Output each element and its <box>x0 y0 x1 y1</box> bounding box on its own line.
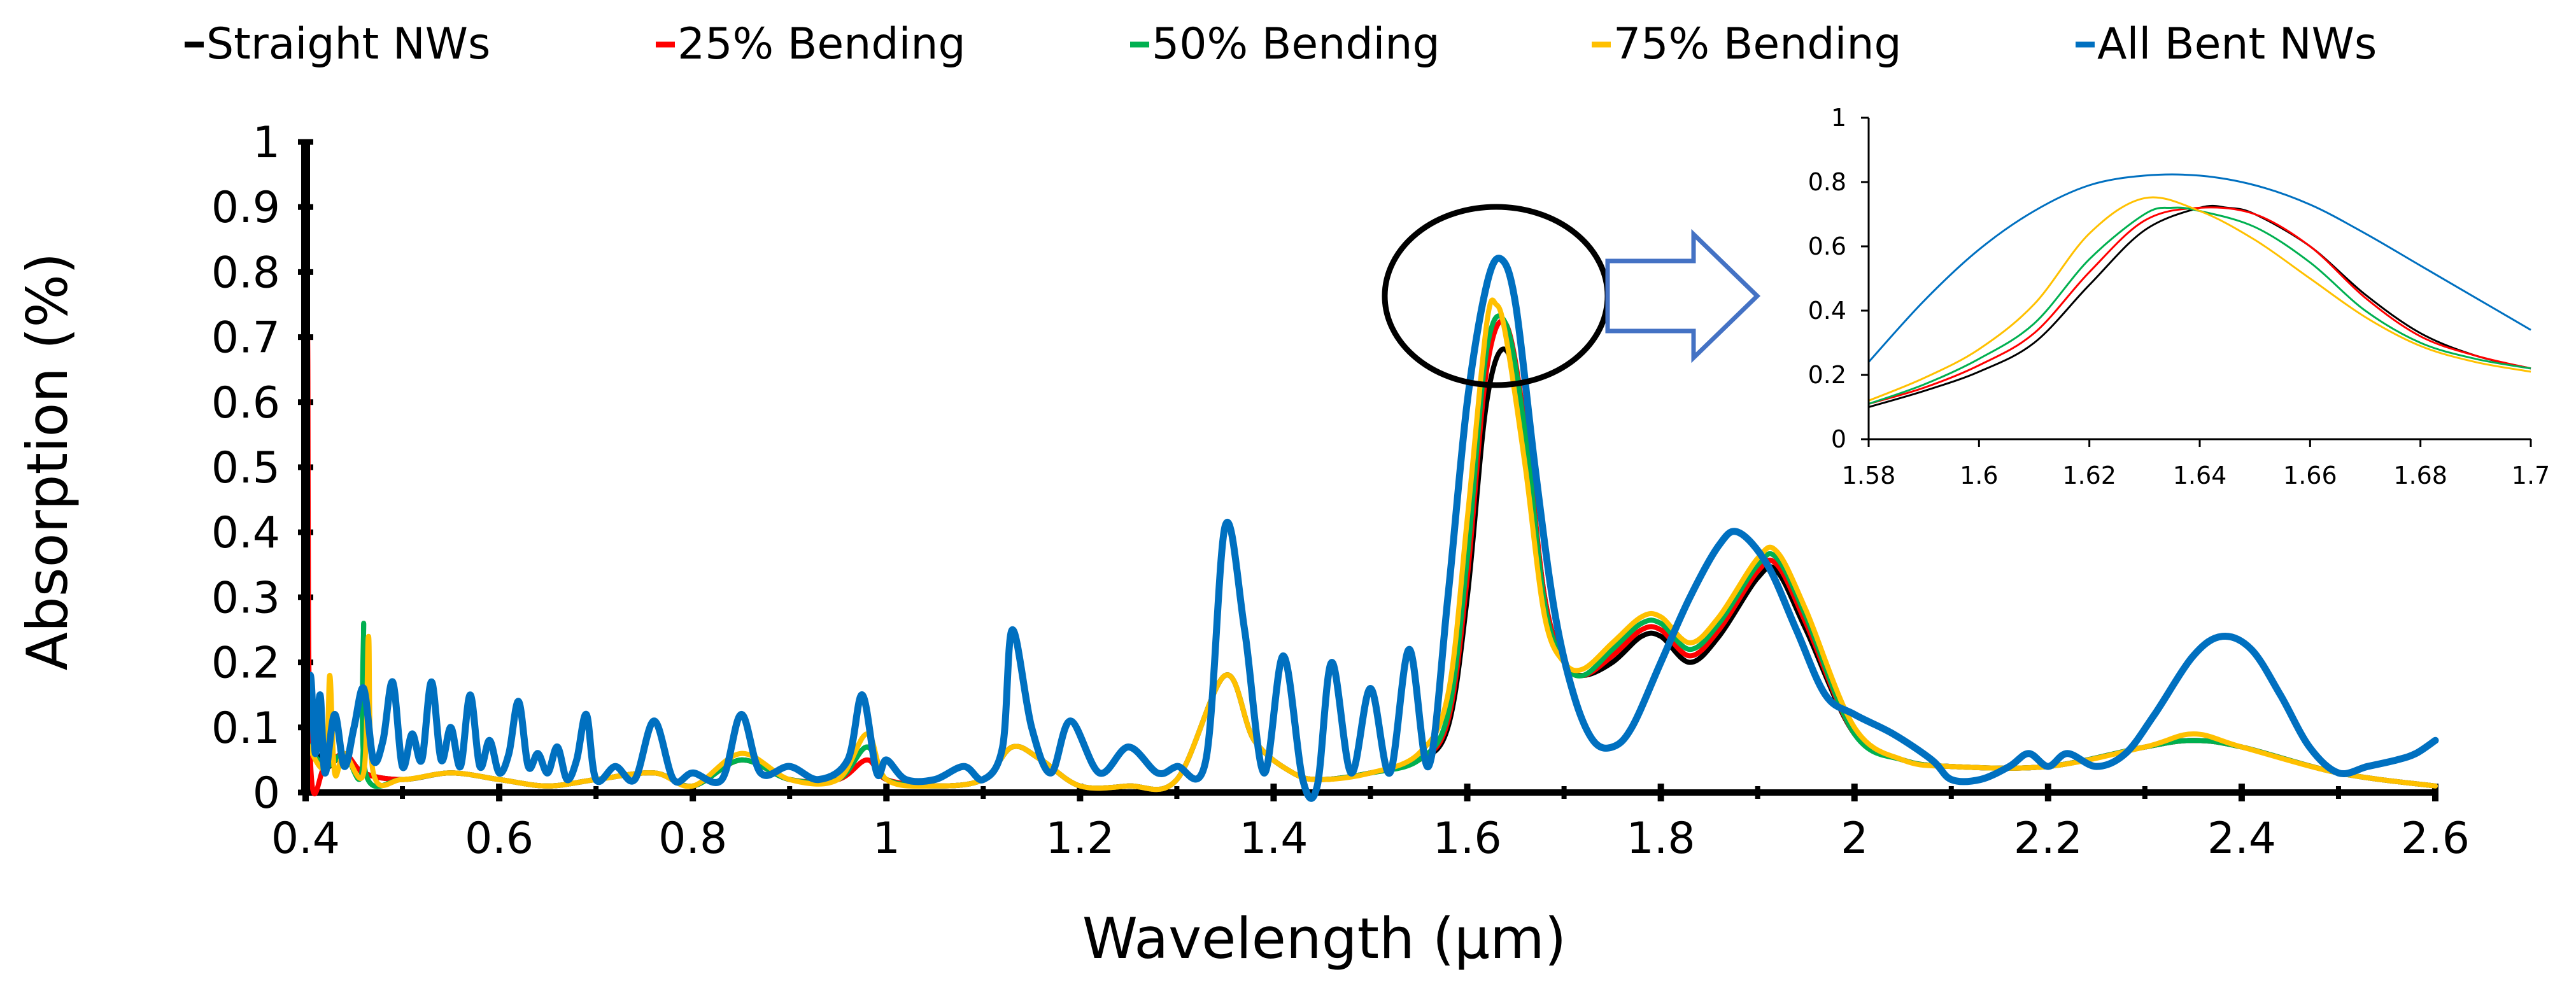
y-tick-label: 0.5 <box>211 443 280 493</box>
series-75-bending-line <box>303 297 2438 792</box>
legend: Straight NWs 25% Bending 50% Bending 75% Be… <box>185 19 2377 69</box>
x-tick-label: 2.2 <box>2014 813 2083 864</box>
inset-series-all-bent-nws-line <box>1867 173 2531 363</box>
inset-series-50-bending-line <box>1868 206 2531 405</box>
zoom-callout <box>1382 204 1761 388</box>
legend-label: 50% Bending <box>1152 19 1440 69</box>
series-25-bending-line <box>303 318 2438 796</box>
x-tick-label: 2.6 <box>2401 813 2470 864</box>
x-tick-label: 0.4 <box>271 813 340 864</box>
inset-chart: 0 0.2 0.4 0.6 0.8 1 1.58 1.6 1.62 1.64 1.66 1.68 1.7 <box>1808 104 2551 489</box>
y-tick-label: 1 <box>253 118 280 168</box>
y-tick-label: 0.8 <box>211 248 280 298</box>
y-tick-label: 0 <box>253 768 280 819</box>
inset-y-tick-label: 0.8 <box>1808 168 1846 196</box>
inset-y-tick-label: 1 <box>1831 104 1846 132</box>
inset-series-straight-nws-line <box>1868 204 2531 408</box>
y-tick-label: 0.1 <box>211 703 280 754</box>
x-tick-label: 2.4 <box>2207 813 2276 864</box>
x-tick-label: 1.2 <box>1045 813 1114 864</box>
inset-series-75-bending-line <box>1868 196 2531 402</box>
inset-x-tick-label: 1.66 <box>2283 461 2337 489</box>
x-axis-title: Wavelength (µm) <box>1082 906 1566 971</box>
legend-label: Straight NWs <box>206 19 490 69</box>
inset-x-tick-label: 1.6 <box>1960 461 1998 489</box>
main-chart: Absorption (%) Wavelength (µm) 0.4 0.6 0.8… <box>15 118 2470 971</box>
inset-x-tick-label: 1.7 <box>2512 461 2550 489</box>
legend-label: 25% Bending <box>677 19 966 69</box>
x-tick-label: 0.8 <box>658 813 727 864</box>
x-tick-label: 1.6 <box>1433 813 1501 864</box>
y-tick-label: 0.4 <box>211 508 280 558</box>
y-axis-title: Absorption (%) <box>15 253 80 671</box>
inset-y-tick-label: 0.2 <box>1808 361 1846 389</box>
y-tick-label: 0.6 <box>211 378 280 428</box>
inset-y-tick-label: 0.4 <box>1808 297 1846 325</box>
series-straight-nws-line <box>303 346 2438 792</box>
series-50-bending-line <box>303 313 2438 792</box>
legend-label: All Bent NWs <box>2097 19 2377 69</box>
inset-x-tick-label: 1.64 <box>2173 461 2227 489</box>
inset-y-tick-label: 0.6 <box>1808 232 1846 260</box>
y-tick-label: 0.3 <box>211 573 280 623</box>
x-tick-label: 1 <box>873 813 900 864</box>
y-tick-label: 0.2 <box>211 638 280 689</box>
x-tick-label: 1.8 <box>1627 813 1695 864</box>
legend-label: 75% Bending <box>1613 19 1902 69</box>
inset-x-tick-label: 1.62 <box>2062 461 2116 489</box>
inset-y-tick-label: 0 <box>1831 425 1846 453</box>
y-tick-label: 0.9 <box>211 183 280 233</box>
arrow-icon <box>1605 229 1761 363</box>
inset-series-25-bending-line <box>1868 206 2531 405</box>
y-tick-label: 0.7 <box>211 313 280 363</box>
x-tick-label: 1.4 <box>1239 813 1308 864</box>
inset-x-tick-label: 1.68 <box>2393 461 2447 489</box>
series-all-bent-nws-line <box>302 255 2439 802</box>
inset-x-tick-label: 1.58 <box>1842 461 1896 489</box>
x-tick-label: 0.6 <box>465 813 534 864</box>
x-tick-label: 2 <box>1841 813 1868 864</box>
